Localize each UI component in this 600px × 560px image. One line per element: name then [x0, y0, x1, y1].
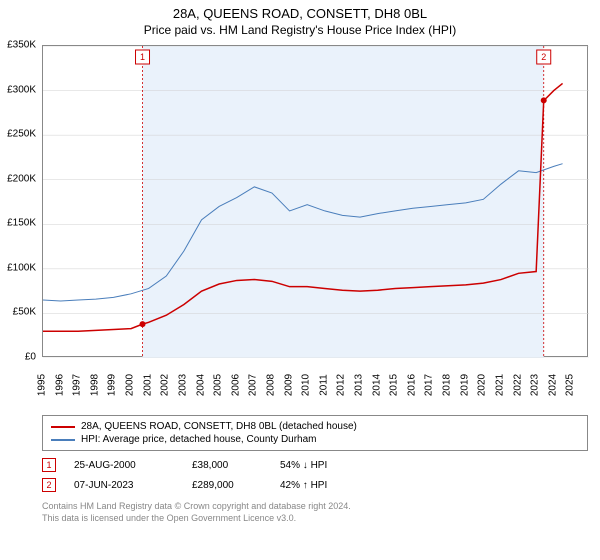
sale-marker-icon: 1: [42, 458, 56, 472]
x-tick-label: 2008: [265, 374, 276, 396]
sale-delta: 54% ↓ HPI: [280, 460, 380, 471]
y-tick-label: £100K: [7, 262, 36, 273]
chart-container: 28A, QUEENS ROAD, CONSETT, DH8 0BL Price…: [0, 0, 600, 560]
x-tick-label: 2015: [389, 374, 400, 396]
y-tick-label: £300K: [7, 84, 36, 95]
legend-label: HPI: Average price, detached house, Coun…: [81, 434, 317, 445]
x-tick-label: 1999: [107, 374, 118, 396]
x-tick-label: 1997: [72, 374, 83, 396]
sale-delta: 42% ↑ HPI: [280, 480, 380, 491]
svg-text:1: 1: [140, 52, 145, 62]
legend-swatch-hpi: [51, 439, 75, 441]
x-tick-label: 2003: [177, 374, 188, 396]
x-tick-label: 2020: [477, 374, 488, 396]
x-tick-label: 2007: [248, 374, 259, 396]
x-tick-label: 2010: [301, 374, 312, 396]
y-tick-label: £250K: [7, 129, 36, 140]
x-tick-label: 2018: [442, 374, 453, 396]
chart-subtitle: Price paid vs. HM Land Registry's House …: [0, 21, 600, 41]
sales-table: 1 25-AUG-2000 £38,000 54% ↓ HPI 2 07-JUN…: [42, 455, 588, 495]
x-tick-label: 2002: [160, 374, 171, 396]
legend-label: 28A, QUEENS ROAD, CONSETT, DH8 0BL (deta…: [81, 421, 357, 432]
x-tick-label: 2000: [125, 374, 136, 396]
footer-line: This data is licensed under the Open Gov…: [42, 513, 588, 525]
legend-swatch-property: [51, 426, 75, 428]
sale-marker-idx: 2: [46, 480, 51, 490]
sale-marker-idx: 1: [46, 460, 51, 470]
y-tick-label: £200K: [7, 173, 36, 184]
footer-line: Contains HM Land Registry data © Crown c…: [42, 501, 588, 513]
x-tick-label: 2017: [424, 374, 435, 396]
sale-row: 1 25-AUG-2000 £38,000 54% ↓ HPI: [42, 455, 588, 475]
x-tick-label: 1995: [37, 374, 48, 396]
x-tick-label: 2022: [512, 374, 523, 396]
legend-item: 28A, QUEENS ROAD, CONSETT, DH8 0BL (deta…: [51, 420, 579, 433]
y-tick-label: £0: [25, 352, 36, 363]
x-tick-label: 2005: [213, 374, 224, 396]
x-tick-label: 2021: [494, 374, 505, 396]
chart-svg: 12: [43, 46, 589, 358]
x-tick-label: 2019: [459, 374, 470, 396]
x-tick-label: 2014: [371, 374, 382, 396]
sale-price: £289,000: [192, 480, 262, 491]
x-tick-label: 1996: [54, 374, 65, 396]
x-tick-label: 1998: [89, 374, 100, 396]
x-tick-label: 2004: [195, 374, 206, 396]
x-tick-label: 2012: [336, 374, 347, 396]
chart-area: £0£50K£100K£150K£200K£250K£300K£350K 12 …: [0, 41, 600, 411]
x-tick-label: 2006: [230, 374, 241, 396]
x-tick-label: 2025: [565, 374, 576, 396]
y-tick-label: £350K: [7, 40, 36, 51]
y-tick-label: £50K: [13, 307, 36, 318]
y-axis-labels: £0 £50K £100K £150K £200K £250K £300K £350K: [0, 41, 40, 361]
footer-attribution: Contains HM Land Registry data © Crown c…: [42, 501, 588, 524]
x-tick-label: 2023: [530, 374, 541, 396]
chart-title: 28A, QUEENS ROAD, CONSETT, DH8 0BL: [0, 0, 600, 21]
sale-date: 25-AUG-2000: [74, 460, 174, 471]
x-axis-labels: 1995199619971998199920002001200220032004…: [42, 361, 588, 411]
sale-date: 07-JUN-2023: [74, 480, 174, 491]
legend: 28A, QUEENS ROAD, CONSETT, DH8 0BL (deta…: [42, 415, 588, 451]
x-tick-label: 2009: [283, 374, 294, 396]
x-tick-label: 2001: [142, 374, 153, 396]
x-tick-label: 2024: [547, 374, 558, 396]
y-tick-label: £150K: [7, 218, 36, 229]
sale-price: £38,000: [192, 460, 262, 471]
x-tick-label: 2016: [406, 374, 417, 396]
legend-item: HPI: Average price, detached house, Coun…: [51, 433, 579, 446]
svg-text:2: 2: [541, 52, 546, 62]
x-tick-label: 2011: [318, 374, 329, 396]
sale-marker-icon: 2: [42, 478, 56, 492]
x-tick-label: 2013: [354, 374, 365, 396]
sale-row: 2 07-JUN-2023 £289,000 42% ↑ HPI: [42, 475, 588, 495]
plot-area: 12: [42, 45, 588, 357]
